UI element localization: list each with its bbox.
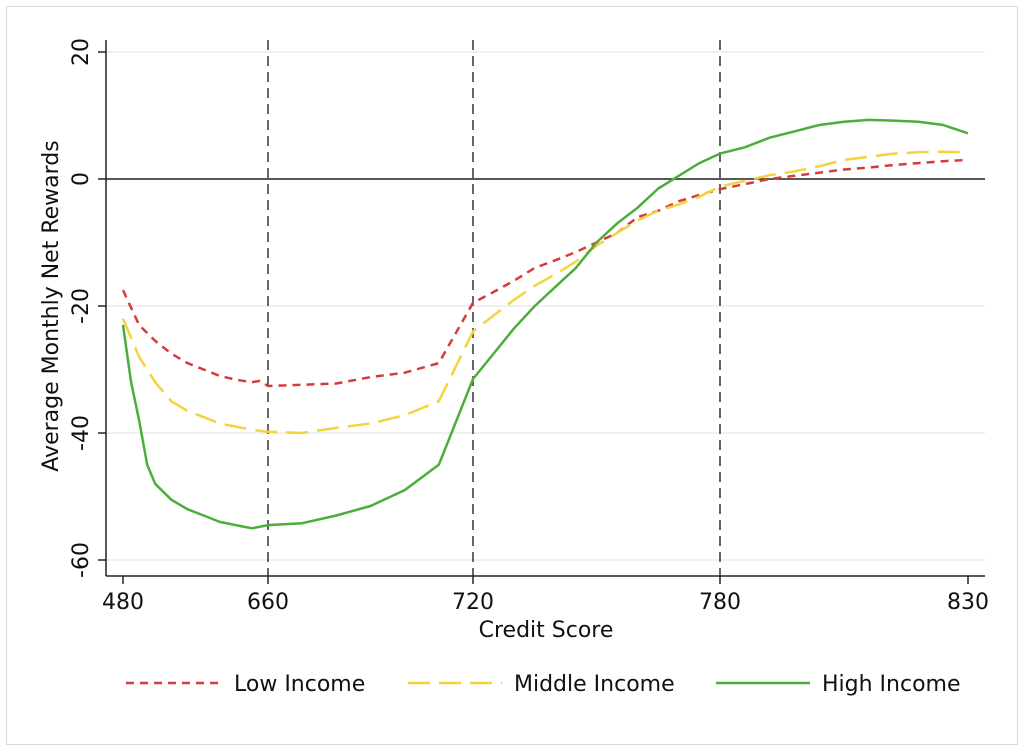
series-layer — [121, 118, 969, 530]
series-line-middle-income — [121, 150, 969, 435]
chart-frame — [6, 6, 1018, 745]
axis-layer: -60 -40 -20 0 20 480 660 720 780 830 — [69, 38, 989, 615]
legend: Low Income Middle Income High Income — [126, 672, 961, 697]
x-tick-label: 830 — [947, 590, 989, 615]
legend-label-high-income: High Income — [822, 672, 961, 697]
legend-label-middle-income: Middle Income — [514, 672, 675, 697]
y-tick-label: -20 — [69, 288, 94, 324]
series-line-high-income — [121, 118, 969, 530]
y-axis-title: Average Monthly Net Rewards — [39, 140, 64, 471]
legend-label-low-income: Low Income — [234, 672, 365, 697]
y-tick-label: 20 — [69, 38, 94, 66]
grid-layer — [106, 51, 985, 561]
series-line-low-income — [121, 158, 969, 388]
x-tick-label: 720 — [452, 590, 494, 615]
y-tick-label: -40 — [69, 415, 94, 451]
y-tick-label: 0 — [69, 172, 94, 186]
x-tick-label: 780 — [699, 590, 741, 615]
x-tick-label: 480 — [102, 590, 144, 615]
x-axis-title: Credit Score — [479, 618, 614, 643]
x-tick-label: 660 — [247, 590, 289, 615]
reference-lines — [106, 40, 985, 576]
y-tick-label: -60 — [69, 542, 94, 578]
